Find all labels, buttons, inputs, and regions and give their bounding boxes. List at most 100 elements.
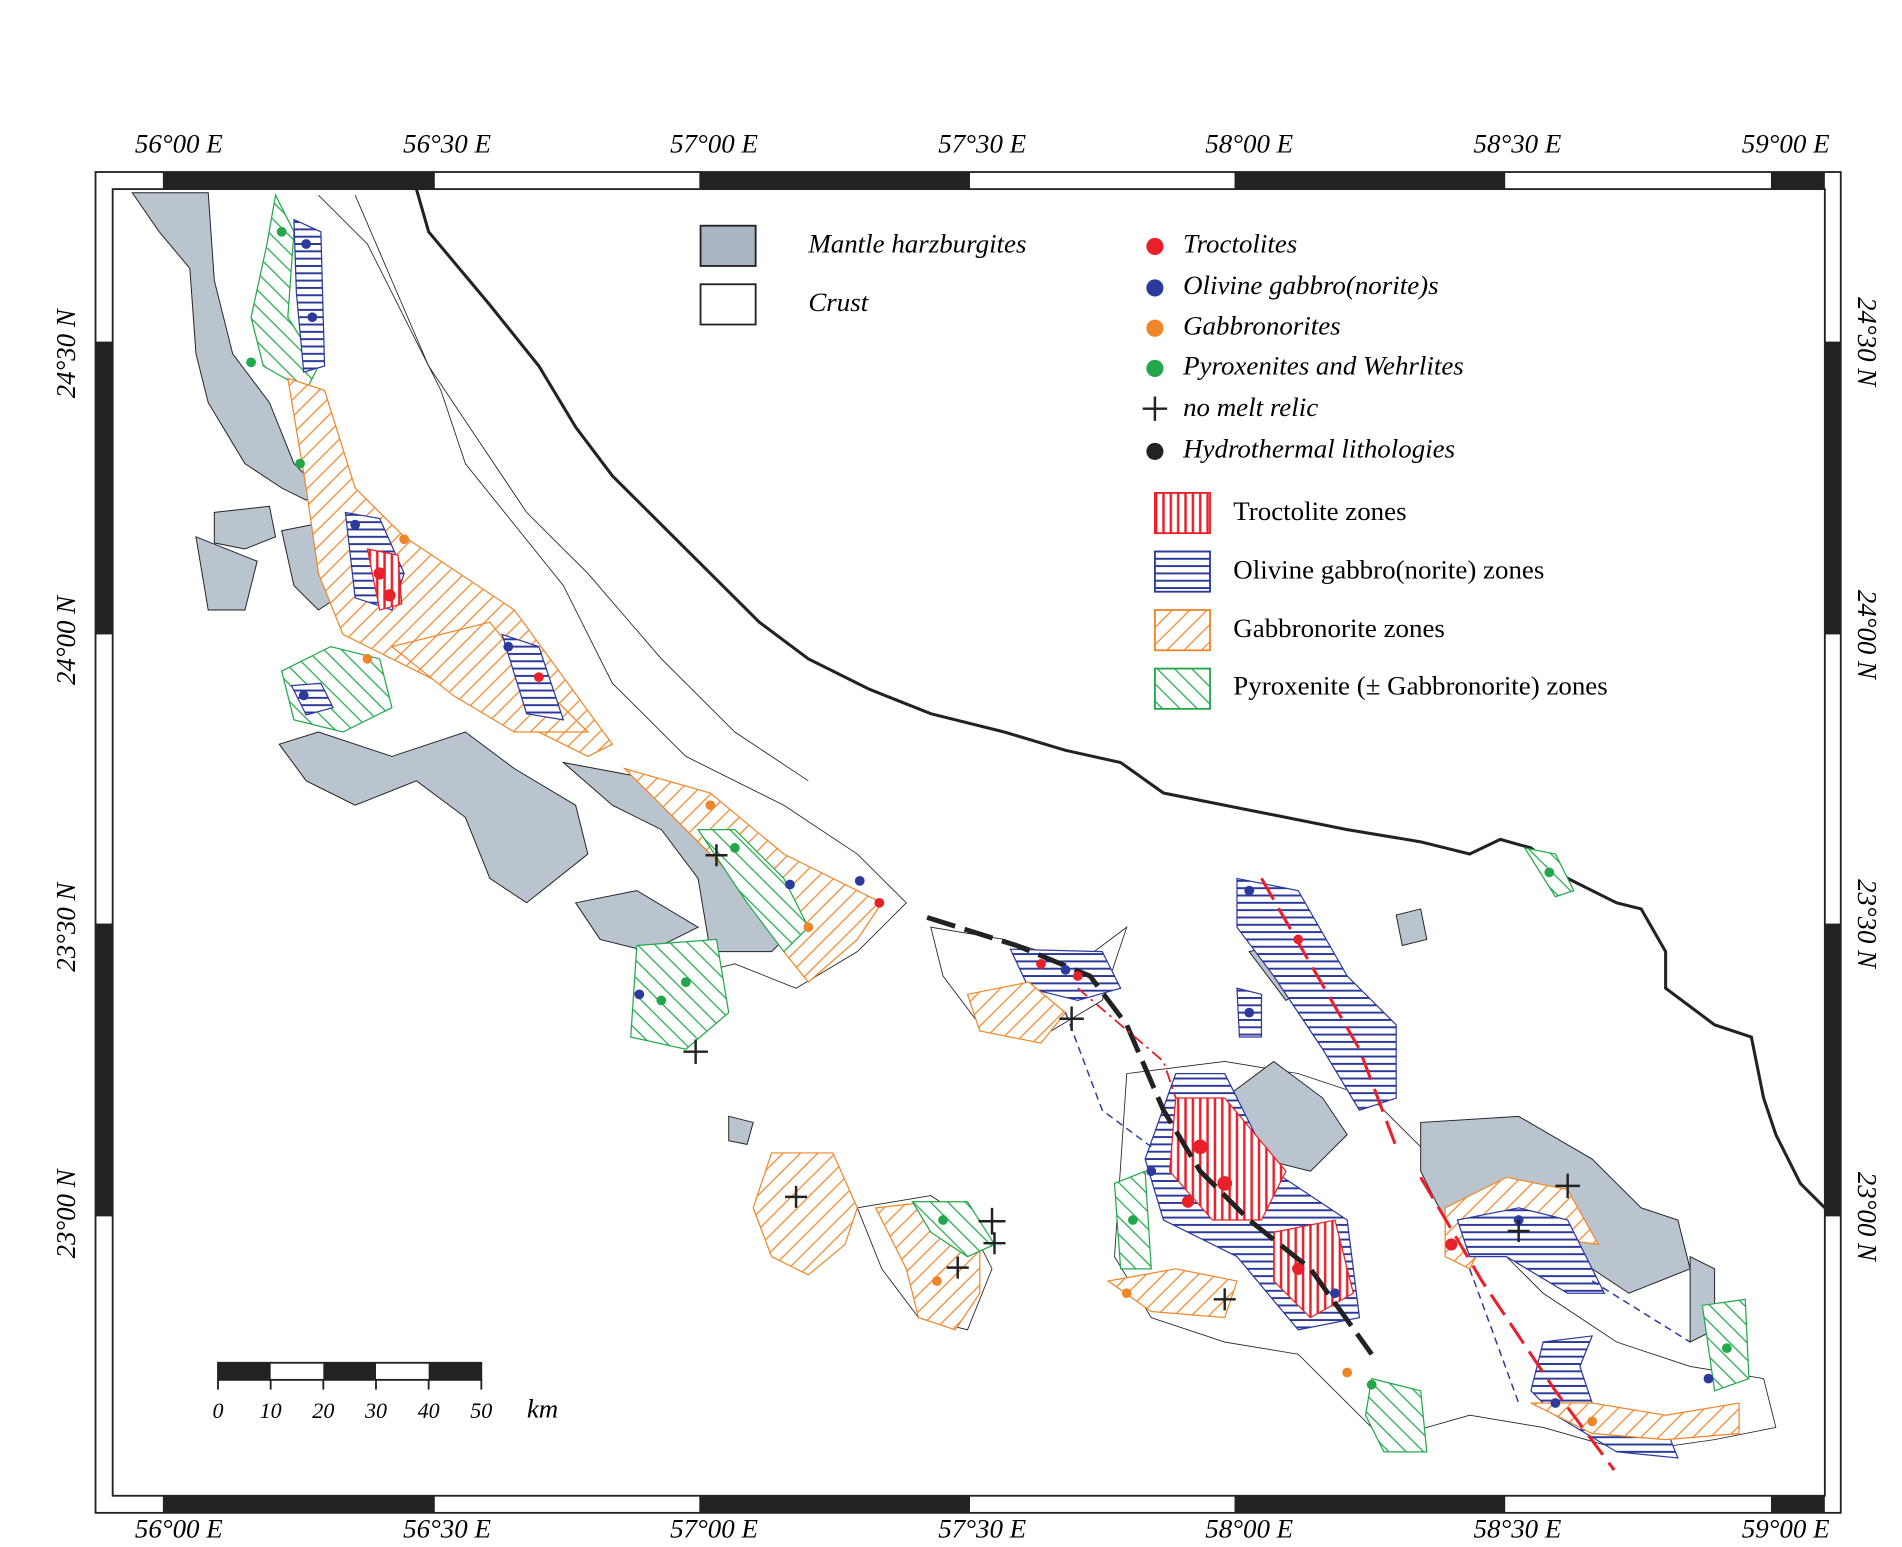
map-feature xyxy=(634,989,645,1000)
map-feature xyxy=(307,312,318,323)
map-feature xyxy=(195,536,258,611)
longitude-label: 56°30 E xyxy=(403,1513,491,1543)
latitude-label: 24°00 N xyxy=(1852,590,1882,681)
longitude-label: 59°00 E xyxy=(1742,129,1830,159)
map-feature xyxy=(1292,1262,1305,1275)
map-feature xyxy=(699,283,757,326)
scale-tick: 0 xyxy=(212,1398,223,1423)
legend-label: Hydrothermal lithologies xyxy=(1182,434,1455,464)
trend-lines xyxy=(926,877,1691,1472)
map-feature xyxy=(373,567,386,580)
latitude-label: 23°00 N xyxy=(1852,1172,1882,1263)
longitude-label: 58°30 E xyxy=(1474,129,1562,159)
map-feature xyxy=(705,844,728,867)
longitude-label: 56°30 E xyxy=(403,129,491,159)
map-feature xyxy=(1513,1215,1524,1225)
lithology-zones xyxy=(250,193,1750,1459)
map-feature xyxy=(301,239,312,249)
map-feature xyxy=(680,977,691,988)
map-feature xyxy=(399,534,410,545)
map-feature xyxy=(1721,1343,1732,1354)
map-feature xyxy=(1530,1402,1740,1441)
latitude-label: 24°00 N xyxy=(51,594,81,685)
map-feature xyxy=(1260,877,1398,1148)
longitude-label: 56°00 E xyxy=(135,129,223,159)
group xyxy=(246,226,1732,1390)
map-feature xyxy=(295,458,305,469)
map-feature xyxy=(503,641,514,652)
map-feature xyxy=(1153,491,1211,535)
map-feature xyxy=(1293,934,1304,945)
map-feature xyxy=(1544,867,1555,878)
map-feature xyxy=(966,981,1067,1044)
map-feature xyxy=(785,1185,808,1208)
map-feature xyxy=(95,341,113,635)
legend: Mantle harzburgites Crust Troctolites Ol… xyxy=(699,224,1608,710)
map-feature xyxy=(1419,1176,1616,1472)
map-feature xyxy=(1587,1416,1598,1427)
map-feature xyxy=(1146,442,1164,460)
map-feature xyxy=(1146,319,1164,337)
map-feature xyxy=(278,731,589,904)
longitude-label: 58°30 E xyxy=(1474,1513,1562,1543)
map-feature xyxy=(1146,237,1164,255)
map-feature xyxy=(656,995,667,1006)
map-feature xyxy=(699,172,970,190)
legend-label: Olivine gabbro(norite) zones xyxy=(1233,554,1544,584)
map-feature xyxy=(298,690,309,701)
map-feature xyxy=(856,1195,993,1331)
scale-unit: km xyxy=(527,1394,558,1424)
map-feature xyxy=(1824,341,1841,635)
map-feature xyxy=(1456,1207,1606,1294)
longitude-label: 56°00 E xyxy=(135,1513,223,1543)
map-feature xyxy=(350,519,361,530)
sample-points xyxy=(246,226,1732,1427)
map-feature xyxy=(1342,1367,1353,1378)
map-feature xyxy=(1072,971,1083,981)
legend-label: Mantle harzburgites xyxy=(807,229,1026,259)
map-feature xyxy=(874,897,885,908)
map-feature xyxy=(383,589,396,602)
map-feature xyxy=(978,1207,1006,1255)
latitude-label: 23°30 N xyxy=(51,881,81,972)
map-feature xyxy=(803,922,814,933)
map-feature xyxy=(533,672,544,682)
map-feature xyxy=(1364,1377,1428,1453)
map-feature xyxy=(911,1201,996,1258)
map-feature xyxy=(1445,1238,1458,1251)
legend-label: no melt relic xyxy=(1183,392,1318,422)
map-feature xyxy=(854,875,865,886)
map-feature xyxy=(293,218,326,373)
map-feature xyxy=(1213,1288,1236,1311)
longitude-label: 57°00 E xyxy=(670,1513,758,1543)
map-feature xyxy=(95,923,113,1217)
scale-tick: 20 xyxy=(312,1398,334,1423)
map-feature xyxy=(246,357,256,368)
map-feature xyxy=(683,1039,708,1064)
map-feature xyxy=(362,653,373,664)
longitude-label: 57°30 E xyxy=(938,1513,1026,1543)
map-feature xyxy=(1217,1176,1233,1191)
group xyxy=(683,844,1580,1311)
map-feature xyxy=(217,1379,483,1390)
map-feature xyxy=(1550,1398,1561,1408)
map-feature xyxy=(1060,965,1071,975)
legend-label: Troctolites xyxy=(1183,229,1297,259)
map-feature xyxy=(699,224,757,267)
map-feature xyxy=(1244,885,1255,896)
map-feature xyxy=(162,172,435,190)
map-feature xyxy=(728,1115,754,1145)
group xyxy=(362,534,1598,1427)
legend-label: Pyroxenite (± Gabbronorite) zones xyxy=(1233,670,1607,700)
map-feature xyxy=(705,800,716,811)
map-feature xyxy=(1824,923,1841,1217)
map-feature xyxy=(729,843,740,853)
map-feature xyxy=(354,195,809,782)
crust-outlines xyxy=(318,194,1777,1453)
legend-label: Troctolite zones xyxy=(1233,496,1406,526)
map-feature xyxy=(323,1362,376,1380)
map-feature xyxy=(1770,172,1825,190)
scale-tick: 30 xyxy=(364,1398,387,1423)
map-feature xyxy=(1395,908,1428,947)
